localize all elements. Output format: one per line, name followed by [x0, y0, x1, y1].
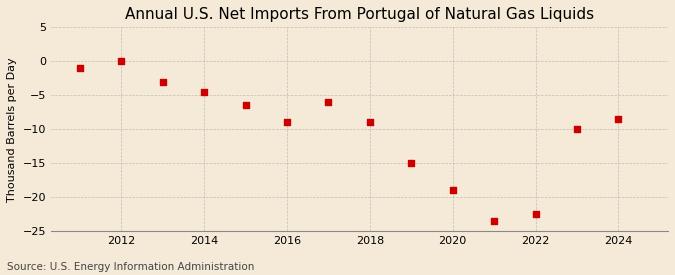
Point: [364, 120, 375, 125]
Point: [74, 66, 85, 70]
Point: [530, 212, 541, 216]
Point: [572, 127, 583, 131]
Point: [406, 161, 416, 166]
Point: [281, 120, 292, 125]
Y-axis label: Thousand Barrels per Day: Thousand Barrels per Day: [7, 57, 17, 202]
Point: [323, 100, 334, 104]
Title: Annual U.S. Net Imports From Portugal of Natural Gas Liquids: Annual U.S. Net Imports From Portugal of…: [125, 7, 594, 22]
Point: [157, 79, 168, 84]
Point: [198, 90, 209, 94]
Text: Source: U.S. Energy Information Administration: Source: U.S. Energy Information Administ…: [7, 262, 254, 272]
Point: [489, 219, 500, 223]
Point: [448, 188, 458, 192]
Point: [240, 103, 251, 108]
Point: [116, 58, 127, 63]
Point: [613, 117, 624, 121]
